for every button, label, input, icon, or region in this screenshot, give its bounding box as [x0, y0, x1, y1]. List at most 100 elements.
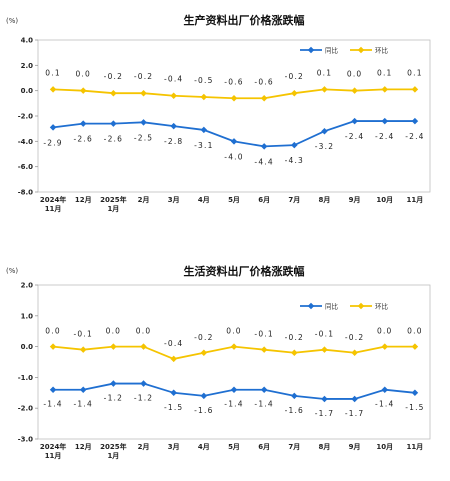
y-tick-label: 2.0: [21, 282, 34, 290]
data-point: [321, 127, 328, 135]
x-tick-label: 10月: [376, 443, 393, 451]
data-point: [230, 386, 238, 393]
data-point: [170, 92, 177, 99]
data-point: [140, 343, 147, 350]
data-label: -0.5: [194, 76, 213, 85]
data-point: [200, 93, 208, 101]
x-tick-label: 11月: [407, 196, 424, 204]
data-point: [110, 89, 117, 97]
y-tick-label: 1.0: [21, 312, 34, 320]
data-point: [260, 386, 268, 393]
data-point: [260, 95, 268, 102]
data-point: [381, 117, 389, 125]
data-label: -4.4: [254, 157, 273, 166]
data-label: 0.0: [226, 327, 242, 336]
x-tick-label: 7月: [288, 196, 300, 204]
y-tick-label: -8.0: [18, 189, 33, 197]
data-label: 0.0: [136, 327, 152, 336]
data-point: [351, 349, 358, 357]
legend-marker: [357, 46, 365, 54]
data-point: [381, 386, 389, 393]
x-tick-label: 7月: [288, 443, 300, 451]
legend-marker: [307, 46, 315, 54]
data-point: [170, 355, 177, 363]
data-label: -1.4: [224, 400, 243, 409]
data-label: 0.0: [75, 70, 91, 79]
data-label: 0.1: [377, 68, 393, 77]
data-label: -2.4: [405, 132, 424, 141]
data-point: [79, 87, 87, 94]
data-label: -2.6: [104, 135, 123, 144]
data-point: [230, 138, 238, 145]
y-tick-label: -3.0: [18, 436, 33, 444]
data-label: -0.2: [345, 333, 364, 342]
data-point: [381, 86, 389, 93]
data-point: [351, 395, 358, 403]
chart-2: 生活资料出厂价格涨跌幅 (%)2.0 1.0 0.0 -1.0 -2.0 -3.0 2024年…: [6, 264, 431, 460]
data-label: -0.2: [134, 72, 153, 81]
data-label: -0.2: [285, 72, 304, 81]
y-tick-label: -4.0: [18, 138, 33, 146]
legend-marker: [357, 302, 365, 310]
x-tick-label: 10月: [376, 196, 393, 204]
chart-1: 生产资料出厂价格涨跌幅 (%) 4.0 2.0 0.0 -2.0 -4.0 -6.0 -8.0 2…: [6, 13, 431, 213]
data-point: [200, 349, 208, 357]
data-point: [291, 141, 298, 149]
data-point: [291, 89, 298, 97]
data-label: -3.1: [194, 141, 213, 150]
legend-label: 同比: [325, 46, 339, 55]
data-point: [200, 392, 208, 400]
data-point: [140, 89, 147, 97]
data-point: [49, 86, 57, 93]
legend-label: 环比: [375, 46, 389, 55]
data-label: -4.0: [224, 152, 243, 161]
data-label: -1.4: [74, 400, 93, 409]
y-tick-label: -1.0: [18, 374, 33, 382]
y-tick-label: 2.0: [21, 62, 34, 70]
data-point: [321, 395, 328, 403]
data-label: 0.0: [45, 327, 61, 336]
data-label: -0.4: [164, 75, 183, 84]
x-tick-label: 5月: [228, 443, 240, 451]
data-point: [79, 120, 87, 127]
x-tick-label: 9月: [349, 196, 361, 204]
data-label: -2.6: [74, 135, 93, 144]
x-tick-label: 8月: [319, 443, 331, 451]
data-point: [411, 343, 419, 350]
data-label: -2.9: [43, 138, 62, 147]
data-label: -0.1: [254, 330, 273, 339]
x-tick-label: 9月: [349, 443, 361, 451]
data-label: -2.4: [345, 132, 364, 141]
legend-marker: [307, 302, 315, 310]
legend-label: 同比: [325, 302, 339, 311]
data-point: [260, 346, 268, 353]
x-tick-label: 2025年 1月: [100, 195, 126, 213]
data-point: [291, 392, 298, 400]
x-tick-label: 2024年 11月: [40, 195, 66, 213]
x-tick-label: 2024年 11月: [40, 442, 66, 460]
data-label: -1.5: [164, 403, 183, 412]
data-point: [49, 386, 57, 393]
data-label: -1.5: [405, 403, 424, 412]
data-point: [170, 122, 177, 130]
data-label: -0.2: [194, 333, 213, 342]
unit-label: (%): [6, 17, 18, 25]
x-tick-label: 11月: [407, 443, 424, 451]
x-tick-label: 12月: [75, 443, 92, 451]
data-point: [110, 343, 117, 350]
data-label: -4.3: [285, 156, 304, 165]
data-point: [411, 86, 419, 93]
data-point: [110, 380, 117, 387]
data-point: [49, 343, 57, 350]
data-point: [411, 117, 419, 125]
x-tick-label: 4月: [198, 443, 210, 451]
data-label: 0.1: [317, 68, 333, 77]
y-tick-label: -6.0: [18, 163, 33, 171]
data-point: [321, 346, 328, 353]
unit-label: (%): [6, 267, 18, 275]
x-tick-label: 8月: [319, 196, 331, 204]
data-label: -1.7: [345, 409, 364, 418]
data-label: -1.6: [194, 406, 213, 415]
x-tick-label: 2025年 1月: [100, 442, 126, 460]
y-tick-label: -2.0: [18, 405, 33, 413]
